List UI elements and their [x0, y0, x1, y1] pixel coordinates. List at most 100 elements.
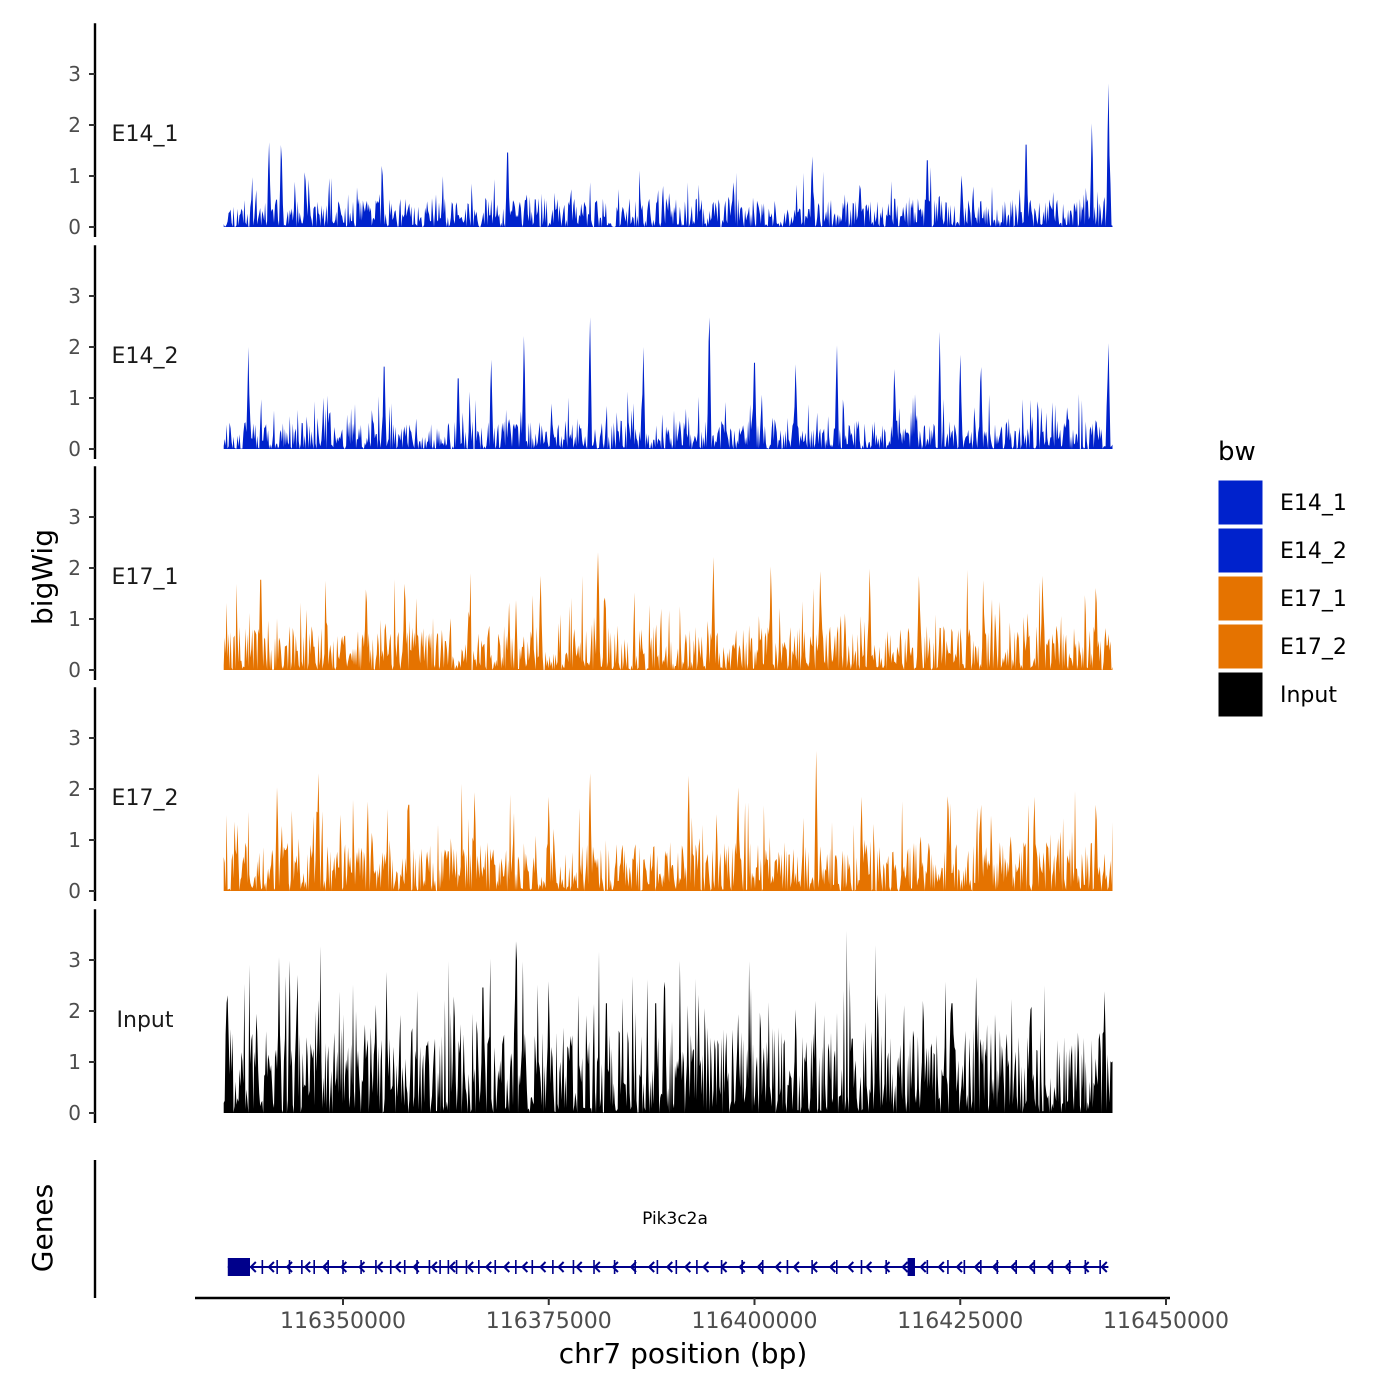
gene-exon — [1033, 1260, 1036, 1274]
legend-key-E14_1 — [1217, 479, 1264, 526]
strand-arrow — [484, 1261, 492, 1273]
strand-arrow — [774, 1261, 782, 1273]
gene-exon — [261, 1260, 264, 1274]
strand-arrow — [919, 1261, 927, 1273]
gene-exon — [786, 1260, 789, 1274]
strand-arrow — [828, 1261, 836, 1273]
gene-exon — [465, 1260, 468, 1274]
gene-exon — [1068, 1260, 1071, 1274]
coverage-area-Input — [223, 930, 1113, 1113]
strand-arrow — [665, 1261, 673, 1273]
gene-exon — [313, 1260, 315, 1274]
strand-arrow — [937, 1261, 945, 1273]
strand-arrow — [810, 1261, 818, 1273]
strand-arrow — [1064, 1261, 1072, 1273]
gene-exon — [552, 1260, 554, 1274]
strand-arrow — [376, 1261, 384, 1273]
y-tick-label: 2 — [68, 777, 81, 801]
gene-exon — [634, 1260, 636, 1274]
strand-arrow — [629, 1261, 637, 1273]
legend-label-E14_1: E14_1 — [1280, 491, 1347, 516]
gene-exon — [947, 1260, 949, 1274]
strand-arrow — [846, 1261, 855, 1273]
coverage-area-E17_1 — [223, 552, 1113, 670]
gene-exon — [428, 1260, 431, 1274]
strand-arrow — [792, 1261, 800, 1273]
y-tick-label: 3 — [68, 948, 81, 972]
gene-exon — [455, 1260, 458, 1274]
gene-exon — [963, 1260, 966, 1274]
legend-label-Input: Input — [1280, 683, 1337, 708]
strand-arrow — [756, 1261, 764, 1273]
track-label-E17_1: E17_1 — [112, 565, 179, 590]
gene-exon — [276, 1260, 278, 1274]
y-tick-label: 3 — [68, 726, 81, 750]
gene-exon — [860, 1260, 863, 1274]
legend-key-E14_2 — [1217, 527, 1264, 574]
y-tick-label: 2 — [68, 113, 81, 137]
x-tick-label: 116350000 — [280, 1309, 406, 1334]
y-tick-label: 0 — [68, 215, 81, 239]
y-tick-label: 1 — [68, 607, 81, 631]
legend-label-E17_2: E17_2 — [1280, 635, 1347, 660]
gene-exon — [926, 1260, 929, 1274]
strand-arrow — [303, 1261, 311, 1273]
x-tick-label: 116450000 — [1103, 1309, 1229, 1334]
y-tick-label: 3 — [68, 284, 81, 308]
gene-exon — [613, 1260, 616, 1274]
genes-panel: Genes Pik3c2a — [26, 1160, 1109, 1298]
y-tick-label: 0 — [68, 1101, 81, 1125]
strand-arrow — [502, 1261, 511, 1273]
coverage-area-E17_2 — [223, 750, 1113, 891]
track-E17_1: 0 1 2 3 E17_1 — [68, 466, 1113, 682]
strand-arrow — [702, 1261, 710, 1273]
track-label-Input: Input — [117, 1008, 174, 1033]
legend-title: bw — [1218, 437, 1256, 467]
legend-label-E14_2: E14_2 — [1280, 539, 1347, 564]
gene-exon — [885, 1260, 887, 1274]
strand-arrow — [865, 1261, 873, 1273]
strand-arrow — [1027, 1261, 1036, 1273]
y-tick-label: 0 — [68, 879, 81, 903]
coverage-area-E14_2 — [223, 317, 1113, 449]
strand-arrow — [358, 1261, 366, 1273]
x-tick-label: 116425000 — [897, 1309, 1023, 1334]
strand-arrow — [973, 1261, 981, 1273]
gene-exon — [301, 1260, 303, 1274]
strand-arrow — [285, 1261, 293, 1273]
gene-exon — [696, 1260, 698, 1274]
y-tick-label: 3 — [68, 62, 81, 86]
gene-exon — [375, 1260, 377, 1274]
gene-exon-block — [227, 1258, 251, 1276]
strand-arrow — [539, 1261, 547, 1273]
x-axis: 116350000 116375000 116400000 116425000 1164… — [195, 1296, 1229, 1334]
gene-exon — [389, 1260, 392, 1274]
gene-exon — [477, 1260, 480, 1274]
strand-arrow — [1046, 1261, 1054, 1273]
x-tick-label: 116375000 — [486, 1309, 612, 1334]
y-tick-label: 1 — [68, 164, 81, 188]
track-label-E17_2: E17_2 — [112, 786, 179, 811]
gene-exon-block — [907, 1258, 915, 1276]
strand-arrow — [1009, 1261, 1017, 1273]
gene-exon — [531, 1260, 534, 1274]
y-tick-label: 0 — [68, 658, 81, 682]
legend-key-Input — [1217, 671, 1264, 718]
gene-exon — [1051, 1260, 1054, 1274]
coverage-tracks: 0 1 2 3 E14_1 0 1 2 3 E14_2 0 1 2 3 E17_1 0 1 2 3 E17_2 0 1 2 3… — [68, 23, 1113, 1125]
strand-arrow — [339, 1261, 348, 1273]
strand-arrow — [321, 1261, 329, 1273]
coverage-area-E14_1 — [223, 83, 1113, 228]
strand-arrow — [575, 1261, 583, 1273]
track-label-E14_1: E14_1 — [112, 122, 179, 147]
strand-arrow — [593, 1261, 601, 1273]
strand-arrow — [683, 1261, 692, 1273]
strand-arrow — [611, 1261, 619, 1273]
gene-exon — [447, 1260, 450, 1274]
gene-exon — [439, 1260, 441, 1274]
y-tick-label: 3 — [68, 505, 81, 529]
strand-arrow — [430, 1261, 438, 1273]
y-tick-label: 0 — [68, 437, 81, 461]
x-axis-label: chr7 position (bp) — [559, 1337, 808, 1370]
track-E17_2: 0 1 2 3 E17_2 — [68, 687, 1113, 903]
